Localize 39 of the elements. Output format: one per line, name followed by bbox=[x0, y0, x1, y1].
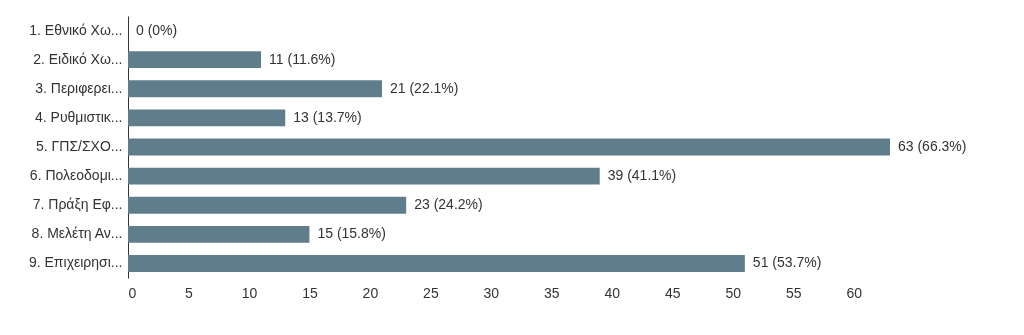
data-label: 0 (0%) bbox=[136, 21, 178, 38]
x-tick-label: 50 bbox=[725, 284, 742, 301]
bar bbox=[128, 225, 310, 243]
x-tick-label: 40 bbox=[604, 284, 621, 301]
x-tick-label: 35 bbox=[544, 284, 560, 301]
data-label: 21 (22.1%) bbox=[390, 79, 459, 96]
data-label: 15 (15.8%) bbox=[317, 225, 386, 242]
x-tick-label: 15 bbox=[302, 284, 318, 301]
x-tick-label: 30 bbox=[483, 284, 500, 301]
data-label: 63 (66.3%) bbox=[898, 138, 967, 154]
y-tick-label: 5. ΓΠΣ/ΣΧΟ... bbox=[36, 138, 123, 154]
bar bbox=[128, 109, 286, 127]
bar bbox=[128, 51, 262, 69]
x-tick-label: 20 bbox=[362, 284, 379, 301]
y-tick-label: 7. Πράξη Εφ... bbox=[32, 196, 123, 213]
bar bbox=[128, 138, 890, 156]
x-tick-label: 55 bbox=[785, 284, 802, 301]
data-label: 11 (11.6%) bbox=[269, 50, 336, 67]
data-label: 51 (53.7%) bbox=[752, 254, 822, 271]
y-tick-label: 9. Επιχειρησι... bbox=[28, 254, 123, 271]
y-tick-label: 2. Ειδικό Χω... bbox=[33, 50, 123, 67]
y-tick-label: 8. Μελέτη Αν... bbox=[31, 225, 123, 242]
y-tick-label: 6. Πολεοδομι... bbox=[29, 167, 123, 184]
bar bbox=[128, 80, 382, 98]
data-label: 39 (41.1%) bbox=[607, 167, 677, 184]
y-tick-label: 1. Εθνικό Χω... bbox=[29, 21, 123, 38]
y-tick-label: 3. Περιφερει... bbox=[35, 79, 123, 96]
x-tick-label: 60 bbox=[846, 284, 863, 301]
bar bbox=[128, 167, 600, 185]
bar bbox=[128, 255, 745, 272]
data-label: 13 (13.7%) bbox=[293, 108, 362, 125]
x-tick-label: 25 bbox=[423, 284, 439, 301]
x-tick-label: 45 bbox=[665, 284, 681, 301]
data-label: 23 (24.2%) bbox=[414, 196, 483, 213]
x-tick-label: 0 bbox=[128, 284, 137, 301]
bar bbox=[128, 196, 407, 214]
y-tick-label: 4. Ρυθμιστικ... bbox=[35, 108, 123, 125]
x-tick-label: 10 bbox=[241, 284, 258, 301]
x-tick-label: 5 bbox=[185, 284, 194, 301]
